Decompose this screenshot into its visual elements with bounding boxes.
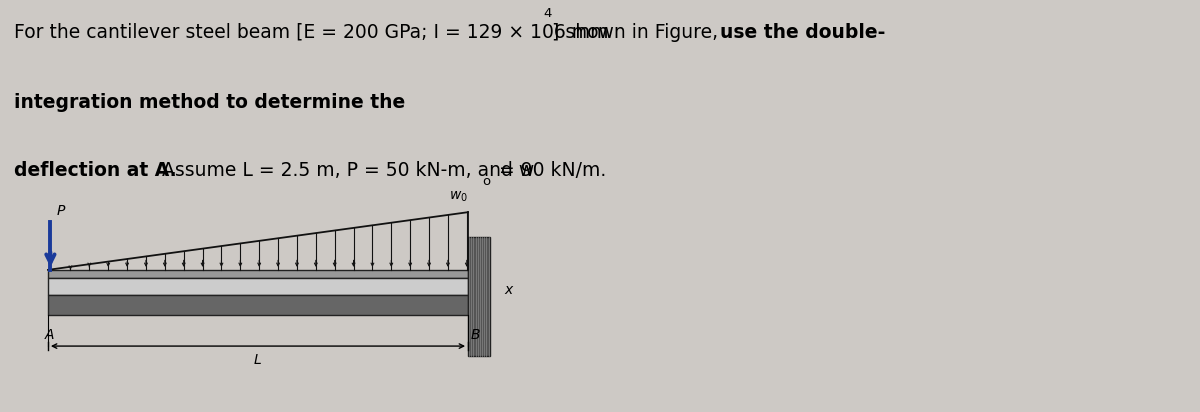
Text: A: A xyxy=(44,328,54,342)
Polygon shape xyxy=(48,295,468,315)
Polygon shape xyxy=(48,278,468,295)
Text: L: L xyxy=(254,353,262,368)
Text: P: P xyxy=(56,204,65,218)
Text: deflection at A.: deflection at A. xyxy=(14,161,178,180)
Polygon shape xyxy=(48,270,468,278)
Text: Assume L = 2.5 m, P = 50 kN-m, and w: Assume L = 2.5 m, P = 50 kN-m, and w xyxy=(156,161,534,180)
Text: use the double-: use the double- xyxy=(720,23,884,42)
Text: o: o xyxy=(482,175,490,188)
Polygon shape xyxy=(468,237,490,356)
Text: 4: 4 xyxy=(544,7,552,20)
Text: $w_0$: $w_0$ xyxy=(449,190,468,204)
Text: B: B xyxy=(470,328,480,342)
Text: x: x xyxy=(504,283,512,297)
Text: For the cantilever steel beam [E = 200 GPa; I = 129 × 106 mm: For the cantilever steel beam [E = 200 G… xyxy=(14,23,608,42)
Text: ] shown in Figure,: ] shown in Figure, xyxy=(552,23,724,42)
Text: integration method to determine the: integration method to determine the xyxy=(14,93,406,112)
Text: = 90 kN/m.: = 90 kN/m. xyxy=(493,161,606,180)
